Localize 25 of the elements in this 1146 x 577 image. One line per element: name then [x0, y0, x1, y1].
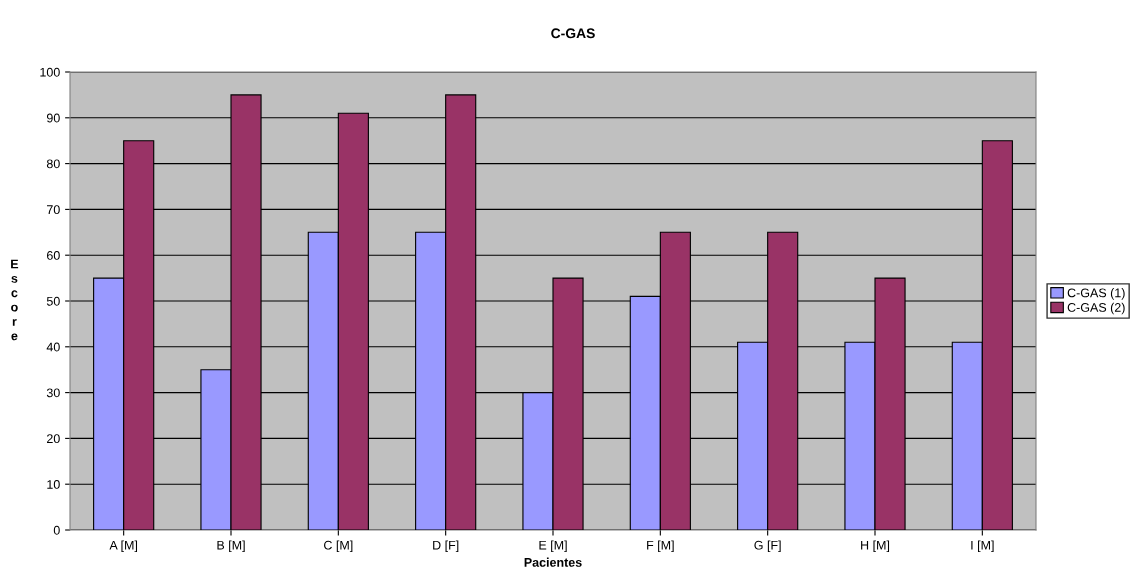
x-tick-label: I [M] [971, 540, 994, 553]
legend-label: C-GAS (2) [1067, 302, 1125, 315]
y-tick-label: 50 [46, 296, 60, 306]
x-axis-title: Pacientes [524, 557, 582, 567]
y-tick-label: 20 [47, 434, 60, 444]
x-tick-label: F [M] [647, 540, 674, 553]
x-tick-label: E [M] [539, 540, 567, 553]
x-tick-label: A [M] [109, 540, 138, 553]
y-tick-label: 90 [46, 113, 60, 123]
x-tick-label: B [M] [217, 540, 245, 553]
x-tick-label: H [M] [861, 540, 890, 553]
legend-label: C-GAS (1) [1067, 288, 1125, 300]
y-tick-label: 10 [47, 480, 60, 489]
y-tick-label: 70 [47, 205, 60, 215]
y-tick-label: 40 [46, 342, 60, 352]
y-tick-label: 80 [46, 159, 60, 169]
y-tick-label: 100 [40, 67, 60, 77]
x-tick-label: C [M] [324, 540, 353, 553]
y-axis-title: Escore [11, 259, 19, 341]
y-tick-label: 30 [46, 388, 60, 398]
x-tick-label: G [F] [754, 540, 781, 553]
y-tick-label: 60 [47, 251, 60, 260]
x-tick-label: D [F] [433, 540, 459, 553]
y-tick-label: 0 [53, 525, 60, 535]
chart-title: C-GAS [551, 28, 595, 39]
